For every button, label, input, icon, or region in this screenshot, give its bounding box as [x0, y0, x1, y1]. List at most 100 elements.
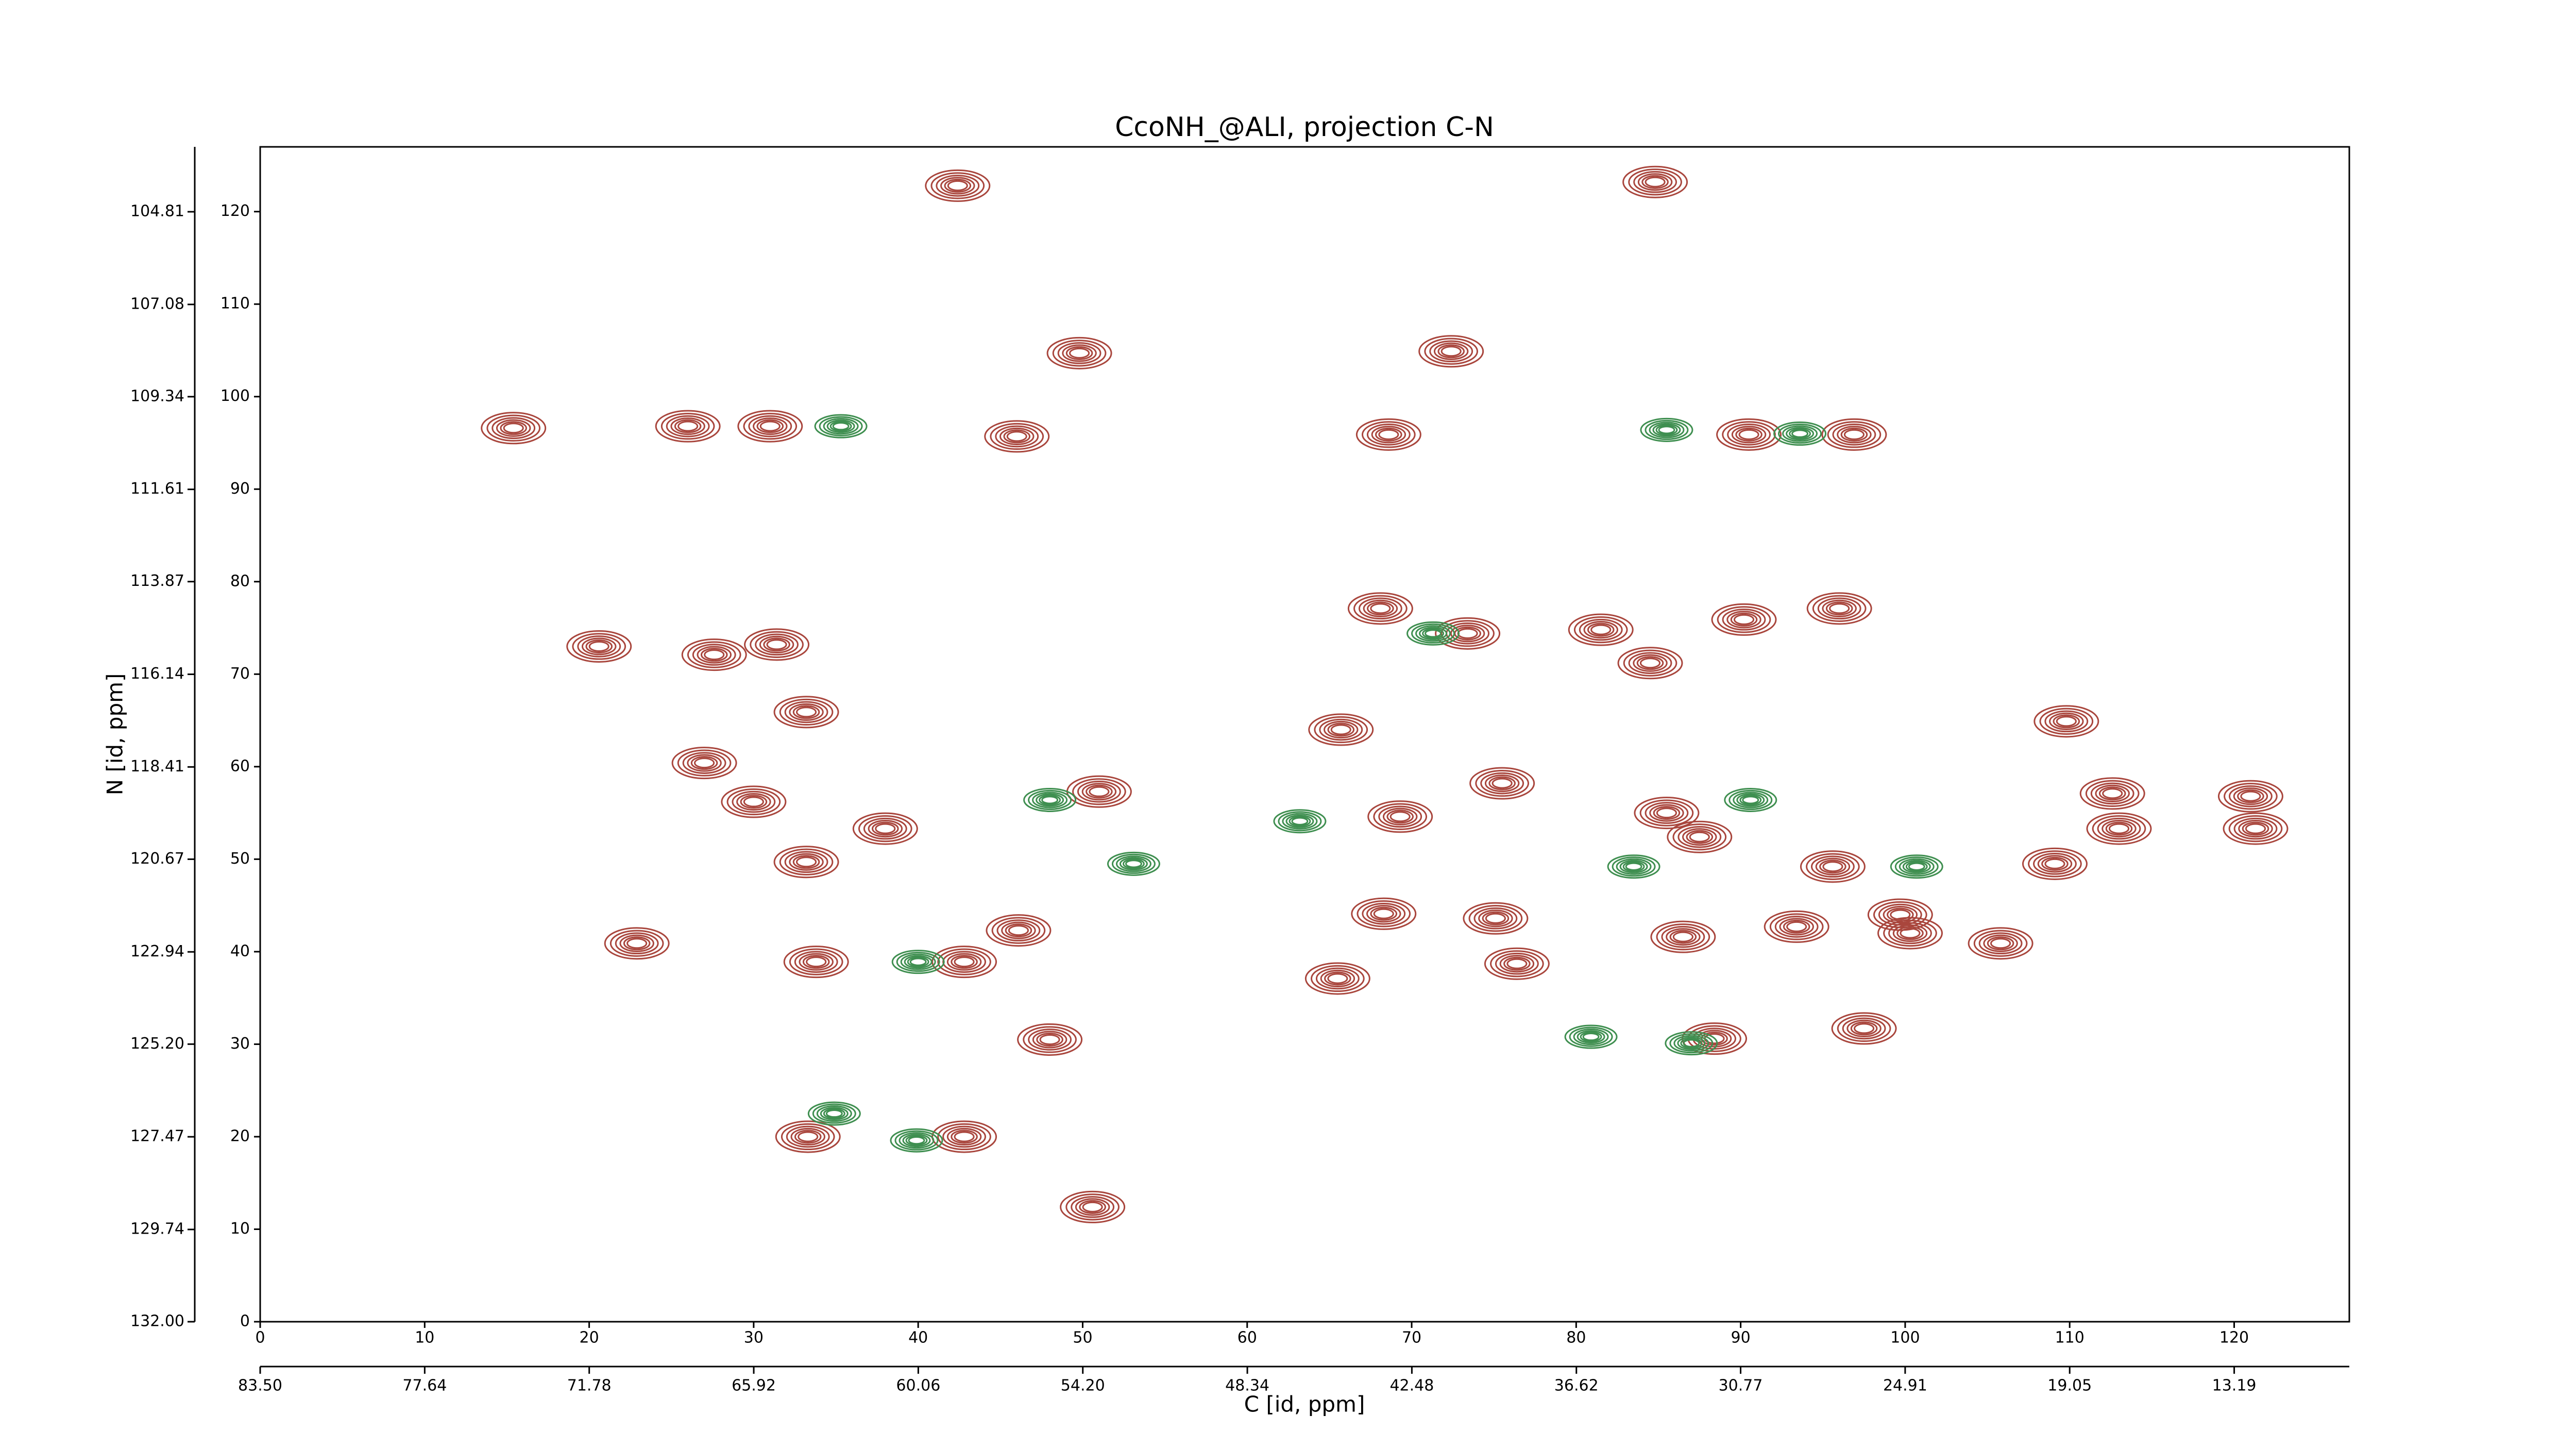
contour-ring [1617, 647, 1683, 680]
contour-ring [1673, 1035, 1709, 1052]
contour-ring [1840, 427, 1868, 442]
contour-ring [755, 633, 799, 656]
contour-ring [1677, 1036, 1706, 1050]
contour-ring [2041, 856, 2069, 871]
contour-ring [937, 948, 991, 975]
peak [1650, 920, 1716, 953]
contour-ring [1291, 817, 1309, 825]
contour-ring [687, 754, 722, 772]
contour-ring [1480, 772, 1524, 795]
contour-ring [1367, 601, 1394, 616]
y-axis-label: N [id, ppm] [103, 673, 128, 796]
contour-ring [766, 639, 787, 650]
y2-tick-label: 118.41 [130, 757, 184, 776]
contour-ring [1656, 923, 1710, 951]
y-tick-label: 100 [221, 387, 250, 405]
contour-ring [1075, 1198, 1110, 1216]
y2-tick-label: 120.67 [130, 850, 184, 868]
x2-tick-label: 65.92 [732, 1377, 776, 1395]
contour-ring [1622, 165, 1688, 198]
contour-ring [604, 927, 670, 960]
contour-ring [726, 788, 781, 816]
peak [1351, 897, 1417, 930]
contour-ring [1324, 720, 1359, 739]
contour-ring [2233, 787, 2268, 805]
contour-ring [775, 1120, 841, 1153]
x2-tick-label: 13.19 [2212, 1377, 2257, 1395]
contour-ring [1649, 804, 1684, 822]
peak [890, 1128, 943, 1153]
contour-ring [666, 415, 710, 437]
contour-ring [1389, 811, 1411, 822]
contour-ring [794, 1130, 822, 1144]
contour-ring [1415, 625, 1451, 642]
contour-ring [908, 1136, 925, 1145]
contour-ring [1482, 911, 1510, 925]
peak [1304, 962, 1370, 995]
contour-ring [819, 416, 863, 436]
contour-ring [2237, 789, 2264, 803]
contour-ring [566, 630, 632, 663]
contour-ring [1488, 776, 1516, 790]
contour-ring [784, 701, 828, 723]
contour-ring [2044, 710, 2089, 733]
contour-ring [794, 951, 838, 973]
y-tick-label: 60 [230, 757, 250, 775]
contour-ring [909, 957, 927, 966]
contour-ring [823, 1108, 845, 1119]
peak [1347, 592, 1413, 625]
contour-ring [1817, 597, 1861, 620]
contour-ring [789, 853, 824, 871]
x2-tick-label: 30.77 [1719, 1377, 1763, 1395]
peak [1463, 902, 1529, 935]
peak [1724, 787, 1777, 812]
contour-ring [1899, 858, 1935, 875]
contour-ring [936, 175, 980, 197]
contour-ring [1304, 962, 1370, 995]
contour-ring [863, 817, 907, 840]
contour-ring [1641, 175, 1669, 189]
contour-ring [1375, 427, 1402, 442]
peak [1640, 417, 1693, 442]
contour-ring [1672, 931, 1693, 942]
contour-ring [1358, 597, 1402, 620]
contour-ring [500, 421, 528, 435]
contour-ring [1619, 860, 1648, 873]
contour-ring [1006, 431, 1027, 442]
x-tick-label: 110 [2055, 1329, 2084, 1347]
contour-ring [1764, 910, 1829, 943]
contour-ring [1122, 858, 1145, 869]
contour-ring [1726, 611, 1761, 629]
contour-ring [2105, 821, 2133, 836]
peak [1622, 165, 1688, 198]
contour-ring [1564, 1024, 1618, 1049]
contour-ring [2233, 817, 2278, 840]
contour-ring [1829, 603, 1850, 614]
contour-ring [1739, 795, 1762, 805]
contour-ring [896, 952, 940, 972]
contour-ring [1622, 861, 1645, 872]
contour-ring [1363, 599, 1398, 617]
peak [681, 638, 747, 671]
peak [852, 812, 918, 845]
peak [671, 747, 737, 780]
contour-ring [1475, 770, 1529, 797]
contour-ring [1822, 599, 1857, 617]
contour-ring [585, 639, 613, 653]
peak [1716, 418, 1782, 451]
contour-ring [1736, 793, 1765, 807]
contour-ring [1730, 612, 1758, 627]
contour-ring [1308, 713, 1374, 746]
x2-tick-label: 48.34 [1225, 1377, 1269, 1395]
contour-ring [692, 644, 736, 666]
contour-ring [1908, 862, 1925, 871]
contour-ring [1623, 649, 1677, 677]
y2-tick-label: 129.74 [130, 1220, 184, 1238]
contour-ring [1650, 920, 1716, 953]
contour-ring [1450, 625, 1485, 643]
contour-ring [773, 696, 839, 729]
contour-ring [900, 953, 936, 970]
y-tick-label: 70 [230, 665, 250, 683]
contour-ring [1330, 724, 1351, 735]
contour-ring [2033, 853, 2077, 875]
